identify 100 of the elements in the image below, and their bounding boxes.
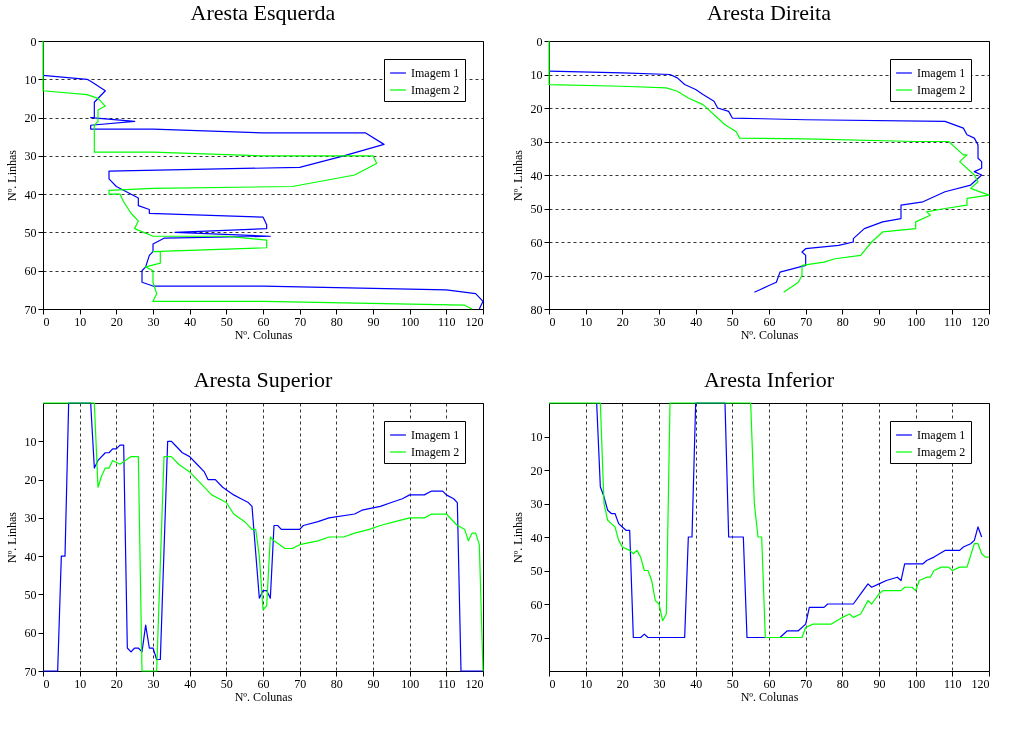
y-tick-label: 60: [24, 626, 37, 641]
y-tick-label: 40: [530, 168, 543, 183]
x-tick-label: 40: [690, 676, 703, 691]
y-tick-label: 70: [24, 302, 37, 317]
x-tick-label: 50: [220, 314, 233, 329]
x-tick-label: 50: [726, 676, 739, 691]
y-tick-label: 70: [530, 631, 543, 645]
x-tick-label: 80: [836, 676, 849, 691]
x-tick-label: 20: [110, 676, 123, 691]
legend-label: Imagem 1: [917, 66, 966, 80]
legend-label: Imagem 2: [411, 445, 460, 459]
chart-title: Aresta Direita: [707, 0, 832, 25]
y-tick-label: 30: [530, 497, 543, 511]
chart-title: Aresta Esquerda: [190, 0, 336, 25]
legend-label: Imagem 1: [917, 428, 966, 442]
y-tick-label: 70: [24, 664, 37, 679]
y-tick-label: 40: [530, 530, 543, 545]
y-tick-label: 0: [30, 34, 37, 49]
x-axis-title: Nº. Colunas: [234, 689, 293, 704]
x-tick-label: 50: [726, 314, 739, 329]
x-tick-label: 10: [580, 676, 593, 691]
y-tick-label: 20: [24, 111, 37, 126]
x-tick-label: 100: [401, 676, 420, 691]
y-tick-label: 60: [24, 264, 37, 279]
y-tick-label: 10: [24, 434, 37, 449]
y-tick-label: 40: [24, 187, 37, 202]
x-tick-label: 110: [944, 314, 962, 329]
x-tick-label: 30: [147, 314, 160, 329]
x-tick-label: 20: [616, 314, 629, 329]
x-axis-title: Nº. Colunas: [234, 327, 293, 342]
x-tick-label: 100: [401, 314, 420, 329]
x-tick-label: 0: [43, 314, 50, 329]
x-tick-label: 30: [653, 676, 666, 691]
x-tick-label: 40: [184, 676, 197, 691]
y-tick-label: 20: [24, 473, 37, 488]
x-tick-label: 50: [220, 676, 233, 691]
y-tick-label: 80: [530, 302, 543, 317]
legend-label: Imagem 1: [411, 66, 460, 80]
y-tick-label: 10: [24, 72, 37, 87]
x-tick-label: 70: [294, 676, 307, 691]
y-tick-label: 10: [530, 430, 543, 444]
x-tick-label: 70: [800, 314, 813, 329]
x-tick-label: 0: [43, 676, 50, 691]
x-tick-label: 20: [110, 314, 123, 329]
x-tick-label: 20: [616, 676, 629, 691]
y-tick-label: 10: [530, 68, 543, 82]
legend-label: Imagem 2: [917, 83, 966, 97]
y-tick-label: 20: [530, 101, 543, 116]
x-tick-label: 70: [294, 314, 307, 329]
y-tick-label: 50: [24, 225, 37, 240]
x-tick-label: 120: [971, 676, 990, 691]
legend-label: Imagem 1: [411, 428, 460, 442]
chart-title: Aresta Superior: [193, 367, 334, 393]
y-tick-label: 30: [530, 135, 543, 149]
y-tick-label: 0: [536, 34, 543, 49]
x-tick-label: 60: [257, 676, 270, 691]
x-tick-label: 70: [800, 676, 813, 691]
y-tick-label: 40: [24, 549, 37, 564]
y-axis-title: Nº. Linhas: [510, 149, 525, 202]
x-tick-label: 110: [944, 676, 962, 691]
x-tick-label: 120: [465, 676, 484, 691]
y-tick-label: 50: [530, 202, 543, 216]
x-axis-title: Nº. Colunas: [740, 327, 799, 342]
x-tick-label: 60: [763, 314, 776, 329]
x-tick-label: 10: [74, 314, 87, 329]
x-tick-label: 40: [690, 314, 703, 329]
y-tick-label: 60: [530, 597, 543, 612]
y-tick-label: 70: [530, 269, 543, 283]
x-tick-label: 60: [257, 314, 270, 329]
y-axis-title: Nº. Linhas: [4, 149, 19, 202]
x-tick-label: 110: [438, 314, 456, 329]
x-tick-label: 30: [147, 676, 160, 691]
x-tick-label: 100: [907, 676, 926, 691]
x-tick-label: 80: [330, 314, 343, 329]
x-tick-label: 60: [763, 676, 776, 691]
x-tick-label: 90: [367, 314, 380, 329]
x-axis-title: Nº. Colunas: [740, 689, 799, 704]
x-tick-label: 40: [184, 314, 197, 329]
x-tick-label: 90: [873, 676, 886, 691]
y-axis-title: Nº. Linhas: [510, 511, 525, 564]
x-tick-label: 120: [465, 314, 484, 329]
y-axis-title: Nº. Linhas: [4, 511, 19, 564]
chart-title: Aresta Inferior: [703, 367, 835, 393]
y-tick-label: 50: [530, 564, 543, 578]
x-tick-label: 30: [653, 314, 666, 329]
y-tick-label: 50: [24, 587, 37, 602]
x-tick-label: 10: [580, 314, 593, 329]
x-tick-label: 0: [549, 676, 556, 691]
x-tick-label: 90: [873, 314, 886, 329]
x-tick-label: 10: [74, 676, 87, 691]
legend-label: Imagem 2: [411, 83, 460, 97]
legend-label: Imagem 2: [917, 445, 966, 459]
x-tick-label: 100: [907, 314, 926, 329]
x-tick-label: 0: [549, 314, 556, 329]
y-tick-label: 30: [24, 149, 37, 164]
x-tick-label: 110: [438, 676, 456, 691]
y-tick-label: 30: [24, 511, 37, 526]
x-tick-label: 120: [971, 314, 990, 329]
x-tick-label: 80: [836, 314, 849, 329]
x-tick-label: 80: [330, 676, 343, 691]
